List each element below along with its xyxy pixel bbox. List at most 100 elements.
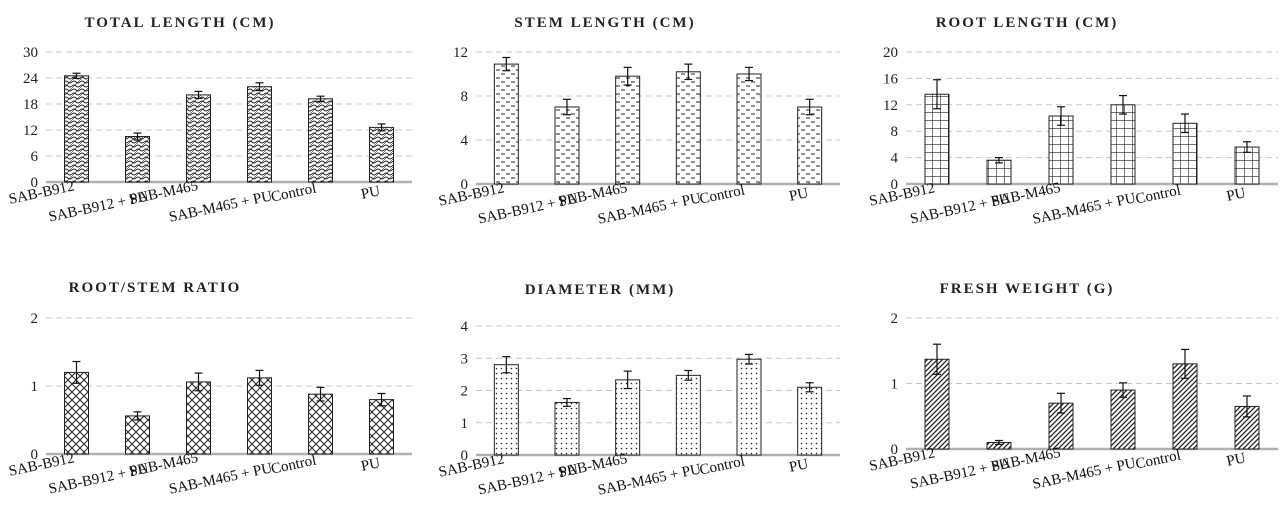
diameter-mm-bar-sab-m465-pu [675, 374, 701, 456]
total-length-cm-bar-control [308, 98, 333, 183]
fresh-weight-g-error-bar-control [1181, 348, 1189, 379]
diameter-mm-error-bar-pu [805, 382, 814, 393]
fresh-weight-g-error-bar-sab-b912 [933, 343, 941, 375]
stem-length-cm-bar-pu [797, 106, 823, 185]
total-length-cm-y-tick-label: 30 [23, 45, 38, 61]
root-length-cm-bar-control [1172, 122, 1198, 185]
stem-length-cm-bar-sab-b912-pu [554, 106, 580, 185]
stem-length-cm-error-bar-pu [805, 98, 814, 116]
diameter-mm-bar-control [736, 358, 762, 456]
diameter-mm-error-bar-control [745, 353, 753, 365]
chart-stem-length: STEM LENGTH (CM) 0 4 8 12 SAB-B912 SAB-B912 + … [430, 0, 850, 258]
root-length-cm-bar-sab-m465-pu [1110, 104, 1136, 185]
root-length-cm-bar-sab-m465 [1048, 115, 1074, 185]
diameter-mm-error-bar-sab-b912-pu [563, 397, 571, 407]
total-length-cm-bar-sab-m465 [186, 94, 211, 183]
total-length-cm-category-label: PU [360, 183, 382, 203]
root-stem-ratio-title: ROOT/STEM RATIO [69, 280, 242, 296]
stem-length-cm-bar-sab-m465 [615, 75, 641, 185]
chart-root-length: ROOT LENGTH (CM) 0 4 8 12 16 20 SAB-B912 SAB-B91… [860, 0, 1282, 258]
root-stem-ratio-y-tick-label: 1 [31, 379, 39, 395]
fresh-weight-g-category-label: SAB-B912 [868, 445, 937, 475]
total-length-cm-error-bar-pu [377, 123, 386, 132]
total-length-cm-error-bar-sab-m465-pu [255, 82, 264, 92]
root-length-cm-error-bar-pu [1243, 141, 1251, 153]
diameter-mm-error-bar-sab-m465 [623, 370, 632, 390]
root-stem-ratio-bar-sab-b912-pu [125, 415, 150, 455]
root-length-cm-error-bar-sab-m465-pu [1119, 94, 1127, 115]
root-stem-ratio-error-bar-pu [377, 392, 386, 407]
root-stem-ratio-category-label: Control [270, 452, 318, 477]
fresh-weight-g-y-tick-label: 2 [891, 311, 899, 327]
diameter-mm-title: DIAMETER (MM) [525, 282, 676, 298]
fresh-weight-g-bar-sab-m465-pu [1110, 389, 1136, 450]
root-length-cm-error-bar-control [1181, 113, 1189, 134]
fresh-weight-g-error-bar-sab-m465 [1057, 392, 1065, 414]
root-length-cm-category-label: SAB-B912 [868, 180, 937, 210]
root-stem-ratio-error-bar-sab-b912-pu [133, 411, 142, 421]
fresh-weight-g-y-tick-label: 0 [891, 442, 899, 458]
root-length-cm-y-tick-label: 12 [883, 98, 898, 114]
root-stem-ratio-bar-pu [369, 399, 394, 455]
root-length-cm-y-tick-label: 16 [883, 71, 899, 87]
root-length-cm-title: ROOT LENGTH (CM) [936, 15, 1119, 31]
root-stem-ratio-error-bar-sab-b912 [72, 360, 81, 384]
diameter-mm-y-tick-label: 1 [461, 416, 469, 432]
stem-length-cm-y-tick-label: 12 [453, 45, 468, 61]
root-stem-ratio-bar-sab-m465-pu [247, 377, 272, 455]
chart-total-length: TOTAL LENGTH (CM) 0 6 12 18 24 30 SAB-B912 SAB-B… [0, 0, 420, 258]
total-length-cm-bar-sab-b912 [64, 75, 89, 183]
total-length-cm-y-tick-label: 24 [23, 71, 39, 87]
total-length-cm-y-tick-label: 18 [23, 97, 38, 113]
stem-length-cm-error-bar-sab-b912 [502, 56, 511, 72]
total-length-cm-bar-pu [369, 126, 394, 183]
root-length-cm-error-bar-sab-b912-pu [995, 157, 1003, 164]
stem-length-cm-bar-sab-b912 [493, 63, 519, 185]
root-length-cm-y-tick-label: 20 [883, 45, 898, 61]
total-length-cm-bar-sab-m465-pu [247, 86, 272, 183]
diameter-mm-y-tick-label: 2 [461, 384, 469, 400]
diameter-mm-bar-sab-b912-pu [554, 401, 580, 456]
stem-length-cm-error-bar-sab-m465-pu [684, 63, 693, 81]
chart-fresh-weight: FRESH WEIGHT (G) 0 1 2 SAB-B912 SAB-B912 + PU… [860, 272, 1282, 516]
root-length-cm-y-tick-label: 0 [891, 177, 899, 193]
diameter-mm-bar-sab-b912 [493, 364, 519, 456]
root-length-cm-y-tick-label: 8 [891, 124, 899, 140]
total-length-cm-category-label: SAB-B912 [7, 178, 76, 208]
diameter-mm-error-bar-sab-m465-pu [684, 369, 693, 381]
chart-root-length-svg: ROOT LENGTH (CM)048121620SAB-B912SAB-B91… [868, 15, 1278, 228]
root-stem-ratio-bar-control [308, 393, 333, 455]
total-length-cm-error-bar-sab-b912 [72, 72, 81, 80]
stem-length-cm-title: STEM LENGTH (CM) [514, 15, 695, 31]
total-length-cm-error-bar-sab-b912-pu [133, 132, 142, 141]
stem-length-cm-category-label: Control [698, 182, 746, 207]
fresh-weight-g-category-label: Control [1134, 447, 1182, 472]
total-length-cm-y-tick-label: 6 [31, 149, 39, 165]
total-length-cm-y-tick-label: 0 [31, 175, 39, 191]
root-stem-ratio-y-tick-label: 2 [31, 311, 39, 327]
diameter-mm-category-label: Control [698, 453, 746, 478]
fresh-weight-g-y-tick-label: 1 [891, 377, 899, 393]
stem-length-cm-bar-sab-m465-pu [675, 71, 701, 185]
chart-total-length-svg: TOTAL LENGTH (CM)0612182430SAB-B912SAB-B… [7, 15, 412, 226]
root-length-cm-error-bar-sab-m465 [1057, 106, 1065, 126]
total-length-cm-bar-sab-b912-pu [125, 136, 150, 183]
diameter-mm-category-label: PU [788, 456, 810, 476]
chart-root-stem-ratio: ROOT/STEM RATIO 0 1 2 SAB-B912 SAB-B912 + PU S… [0, 272, 420, 516]
root-stem-ratio-error-bar-control [316, 386, 325, 402]
root-stem-ratio-bar-sab-b912 [64, 371, 89, 455]
fresh-weight-g-title: FRESH WEIGHT (G) [940, 281, 1115, 297]
total-length-cm-title: TOTAL LENGTH (CM) [85, 15, 276, 31]
root-stem-ratio-category-label: SAB-B912 [7, 450, 76, 480]
stem-length-cm-y-tick-label: 8 [461, 89, 469, 105]
root-stem-ratio-category-label: PU [360, 455, 382, 475]
total-length-cm-y-tick-label: 12 [23, 123, 38, 139]
root-stem-ratio-error-bar-sab-m465-pu [255, 369, 264, 386]
stem-length-cm-error-bar-control [745, 66, 753, 82]
chart-diameter: DIAMETER (MM) 0 1 2 3 4 SAB-B912 SAB-B912 + PU S… [430, 272, 850, 516]
